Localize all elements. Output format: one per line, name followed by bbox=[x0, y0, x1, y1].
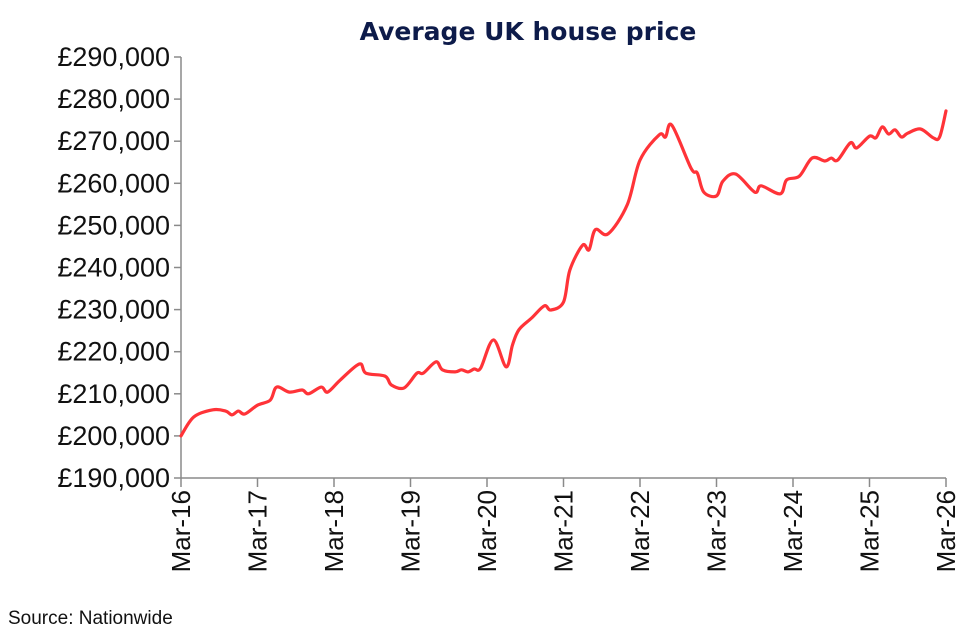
y-tick-label: £190,000 bbox=[57, 463, 170, 493]
x-tick-label: Mar-17 bbox=[243, 490, 273, 572]
chart-title: Average UK house price bbox=[360, 17, 697, 46]
y-tick-label: £290,000 bbox=[57, 42, 170, 72]
y-axis: £190,000 £200,000 £210,000 £220,000 £230,000… bbox=[57, 42, 182, 493]
y-tick-label: £260,000 bbox=[57, 168, 170, 198]
x-tick-label: Mar-19 bbox=[396, 490, 426, 572]
x-tick-label: Mar-24 bbox=[778, 490, 808, 572]
x-axis: Mar-16 Mar-17 Mar-18 Mar-19 Mar-20 Mar-21 Mar-… bbox=[166, 477, 961, 572]
y-tick-label: £250,000 bbox=[57, 210, 170, 240]
x-tick-label: Mar-23 bbox=[702, 490, 732, 572]
x-tick-label: Mar-22 bbox=[625, 490, 655, 572]
source-note: Source: Nationwide bbox=[8, 608, 173, 629]
y-tick-label: £210,000 bbox=[57, 379, 170, 409]
x-tick-label: Mar-25 bbox=[855, 490, 885, 572]
price-line bbox=[179, 109, 948, 438]
x-tick-label: Mar-18 bbox=[319, 490, 349, 572]
y-tick-label: £240,000 bbox=[57, 253, 170, 283]
x-tick-label: Mar-16 bbox=[166, 490, 196, 572]
x-tick-label: Mar-26 bbox=[931, 490, 961, 572]
y-tick-label: £230,000 bbox=[57, 295, 170, 325]
y-tick-label: £200,000 bbox=[57, 421, 170, 451]
y-tick-label: £270,000 bbox=[57, 126, 170, 156]
x-tick-label: Mar-21 bbox=[549, 490, 579, 572]
x-tick-label: Mar-20 bbox=[472, 490, 502, 572]
y-tick-label: £280,000 bbox=[57, 84, 170, 114]
y-tick-label: £220,000 bbox=[57, 337, 170, 367]
